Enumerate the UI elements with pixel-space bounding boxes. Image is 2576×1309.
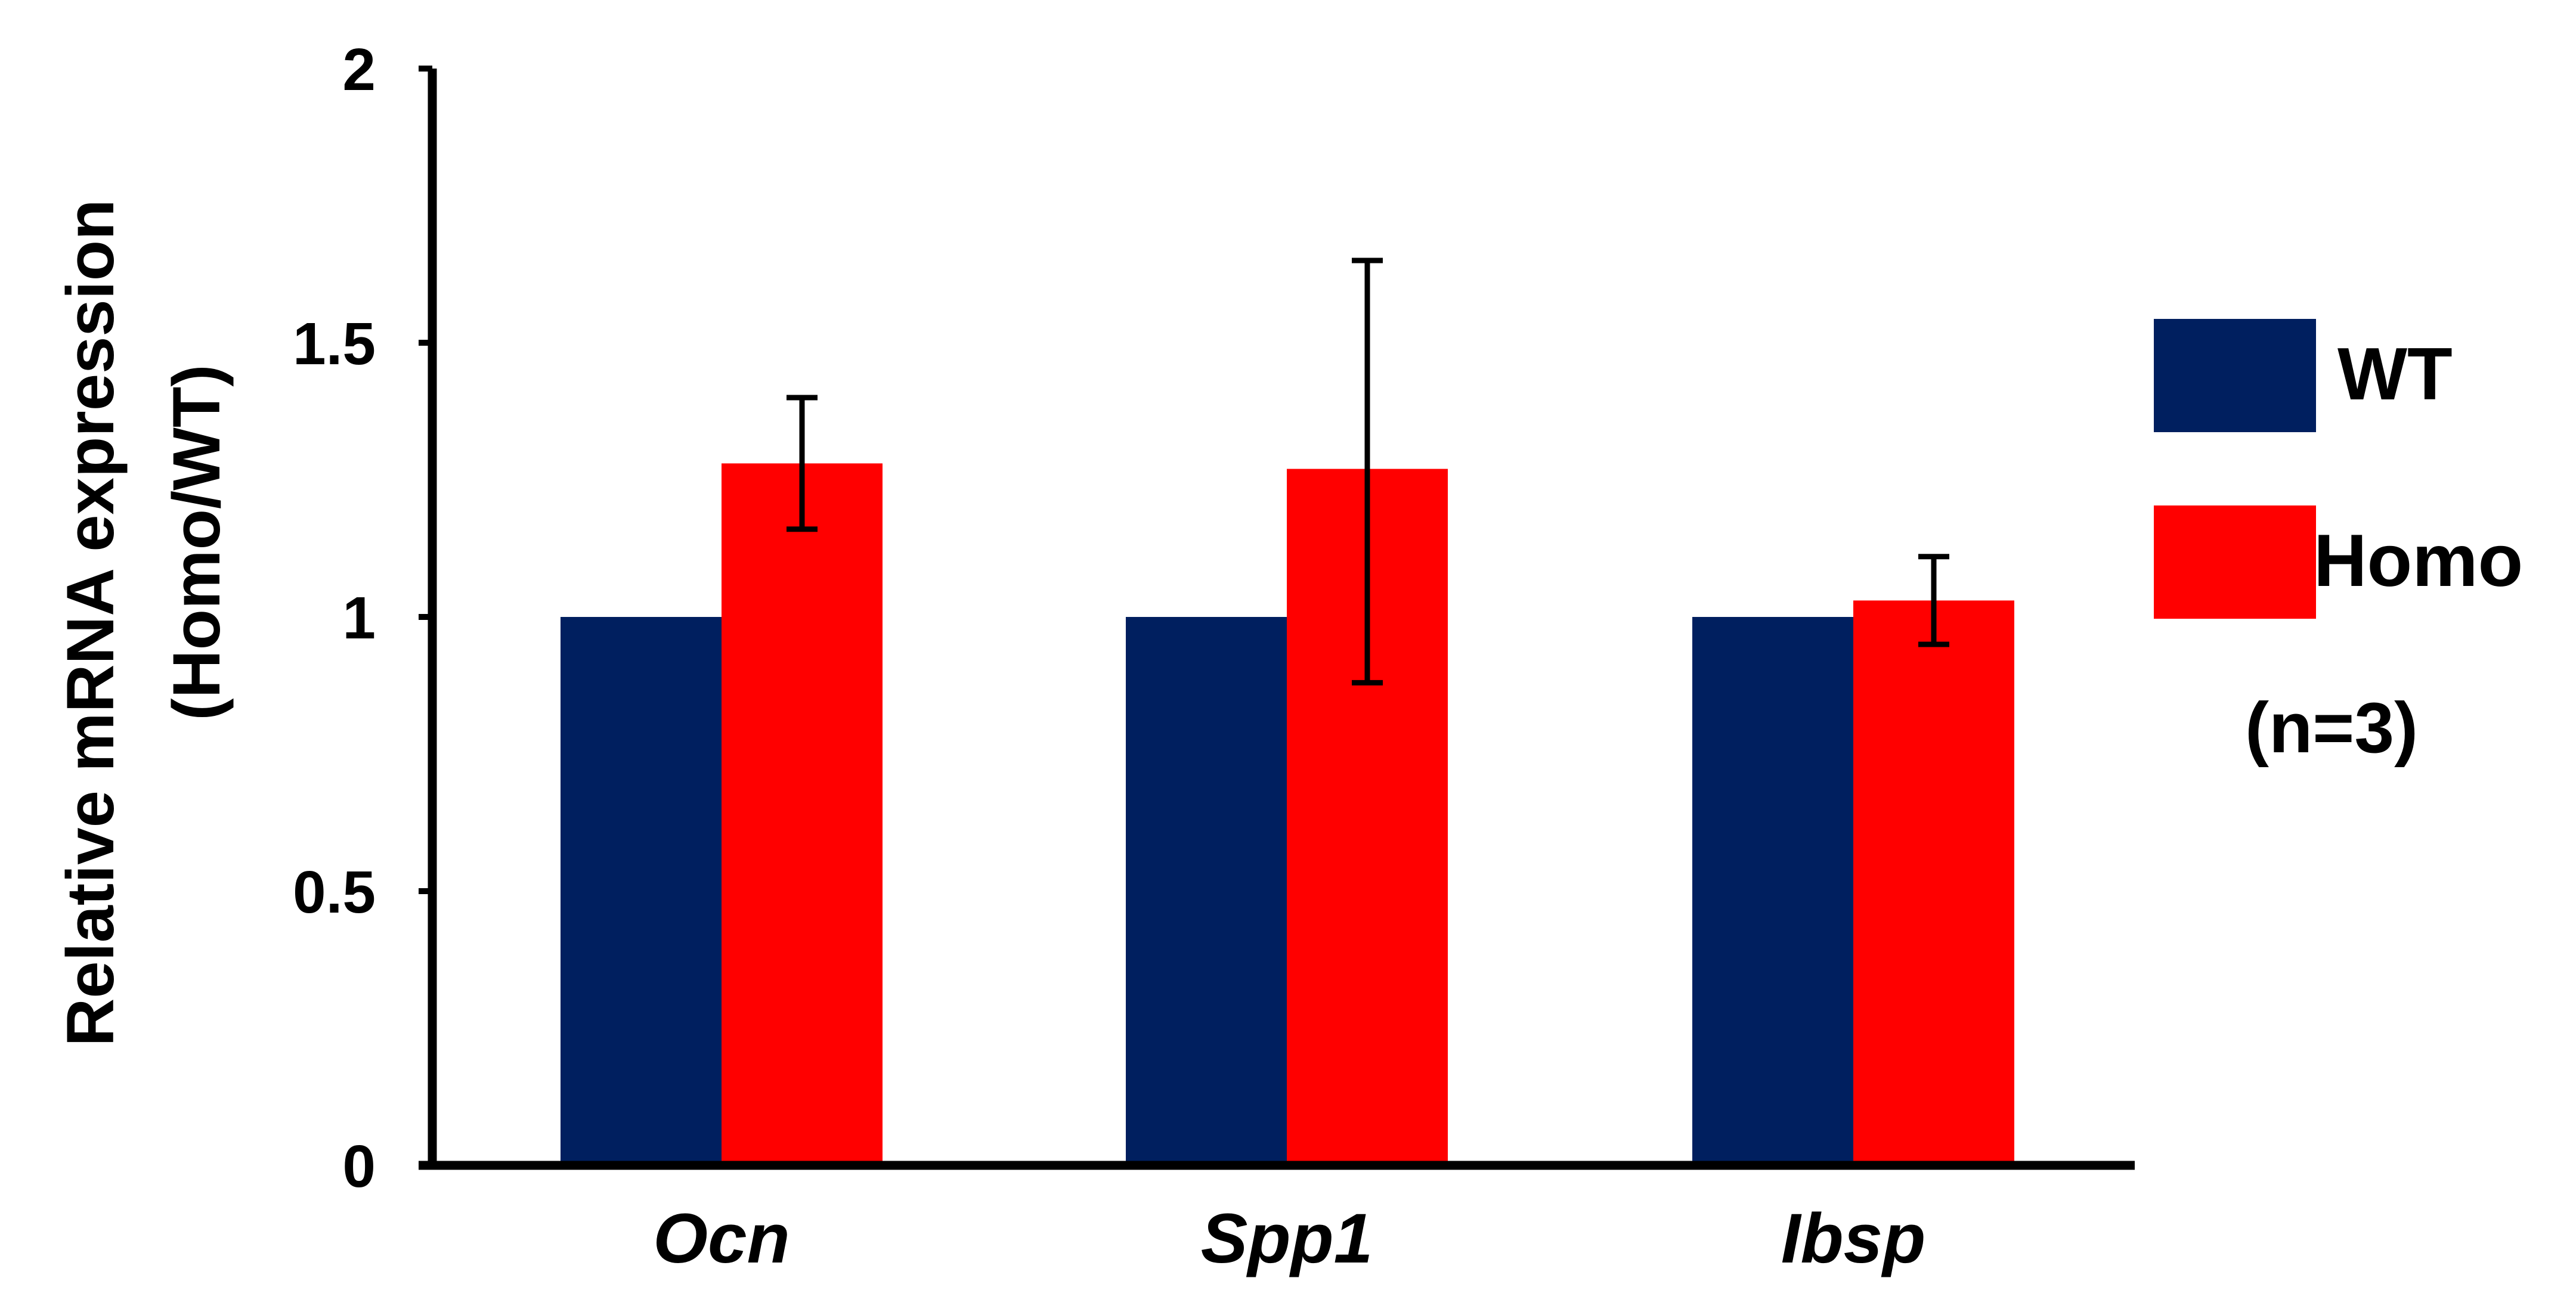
legend-label-wt: WT: [2337, 333, 2453, 415]
chart-marks: [561, 258, 2014, 1165]
y-tick-label: 0.5: [293, 859, 376, 926]
bar-wt-ocn: [561, 617, 722, 1165]
error-bar-ocn: [787, 395, 818, 532]
y-tick-label: 2: [342, 36, 376, 103]
error-bar-ibsp: [1918, 554, 1949, 647]
legend-swatch-wt: [2154, 319, 2316, 432]
bar-homo-ocn: [722, 463, 883, 1165]
bar-homo-ibsp: [1853, 600, 2014, 1165]
y-tick-label: 0: [342, 1133, 376, 1200]
legend-label-homo: Homo: [2314, 520, 2523, 602]
y-axis-title-line1: Relative mRNA expression: [53, 199, 128, 1046]
error-bar-spp1: [1352, 258, 1383, 685]
y-axis-title-line2: (Homo/WT): [159, 364, 234, 720]
chart-labels: Ocn Spp1 Ibsp 0 0.5 1 1.5 2 Relative mRNA expres…: [53, 36, 1925, 1278]
x-tick-label-ocn: Ocn: [653, 1199, 790, 1278]
legend: WT Homo (n=3): [2154, 319, 2523, 768]
sample-size-note: (n=3): [2245, 688, 2418, 768]
bar-wt-ibsp: [1692, 617, 1853, 1165]
y-tick-label: 1: [342, 585, 376, 652]
legend-swatch-homo: [2154, 505, 2316, 619]
x-tick-label-ibsp: Ibsp: [1781, 1199, 1926, 1278]
x-tick-label-spp1: Spp1: [1201, 1199, 1373, 1278]
chart-axes: [419, 66, 2135, 1170]
bar-wt-spp1: [1126, 617, 1287, 1165]
y-tick-label: 1.5: [293, 311, 376, 377]
